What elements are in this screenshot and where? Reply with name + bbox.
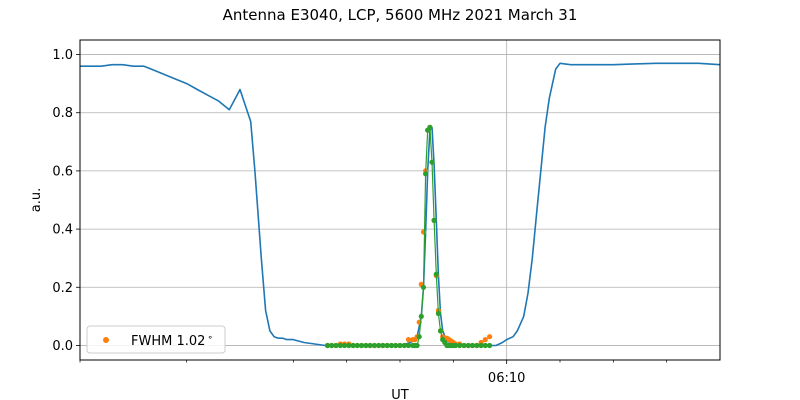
legend-label: FWHM 1.02 ∘ — [131, 333, 213, 349]
legend: FWHM 1.02 ∘ — [86, 325, 226, 354]
legend-label-degree: ∘ — [207, 333, 213, 343]
series-point-2 — [435, 310, 441, 317]
y-tick-label: 0.4 — [52, 223, 73, 238]
series-point-2 — [354, 342, 360, 349]
series-point-2 — [465, 342, 471, 349]
series-point-2 — [380, 342, 386, 349]
y-tick-label: 0.8 — [52, 106, 73, 121]
series-point-2 — [427, 124, 433, 130]
series-point-2 — [337, 342, 343, 349]
series-point-2 — [457, 342, 463, 349]
y-axis-label: a.u. — [29, 188, 44, 212]
series-point-2 — [429, 159, 435, 165]
x-tick-label: 06:10 — [488, 371, 525, 386]
series-point-2 — [405, 342, 412, 349]
series-point-2 — [371, 342, 377, 349]
legend-box — [86, 325, 226, 354]
series-point-2 — [393, 342, 399, 349]
series-point-1 — [487, 334, 493, 340]
series-point-2 — [437, 328, 444, 334]
y-tick-label: 0.0 — [52, 339, 73, 354]
series-point-2 — [414, 342, 420, 349]
series-point-1 — [405, 337, 412, 343]
x-axis-label: UT — [391, 388, 409, 400]
series-point-2 — [420, 284, 427, 290]
y-tick-label: 1.0 — [52, 48, 73, 63]
series-point-2 — [376, 342, 382, 349]
series-point-2 — [397, 342, 403, 349]
series-point-2 — [367, 342, 373, 349]
series-point-2 — [423, 171, 429, 177]
series-point-2 — [350, 342, 356, 349]
series-point-2 — [359, 342, 365, 349]
series-point-2 — [324, 342, 331, 349]
series-point-2 — [433, 271, 439, 277]
series-point-2 — [384, 342, 390, 349]
series-point-2 — [333, 342, 339, 349]
axis-ticks: 0.0 0.2 0.4 0.6 0.8 1.0 06:10 — [52, 48, 668, 386]
series-point-2 — [474, 342, 480, 349]
series-point-2 — [461, 342, 467, 349]
series-point-2 — [482, 342, 488, 349]
series-point-2 — [341, 342, 348, 349]
series-point-2 — [469, 342, 476, 349]
y-tick-label: 0.2 — [52, 281, 73, 296]
series-point-1 — [482, 337, 488, 343]
series-point-2 — [431, 217, 437, 223]
series-point-2 — [346, 342, 352, 349]
series-point-2 — [418, 313, 424, 319]
series-point-2 — [478, 342, 484, 349]
series-point-2 — [363, 342, 369, 349]
chart-title: Antenna E3040, LCP, 5600 MHz 2021 March … — [223, 6, 578, 24]
series-point-2 — [416, 334, 422, 340]
series-point-2 — [452, 342, 459, 349]
series-point-2 — [401, 342, 407, 349]
legend-label-text: FWHM 1.02 — [131, 334, 205, 349]
plot-area — [80, 62, 721, 349]
legend-marker — [103, 337, 109, 343]
series-point-2 — [388, 342, 395, 349]
series-point-2 — [487, 342, 493, 349]
series-point-1 — [420, 229, 427, 235]
y-tick-label: 0.6 — [52, 164, 73, 179]
series-point-2 — [329, 342, 335, 349]
